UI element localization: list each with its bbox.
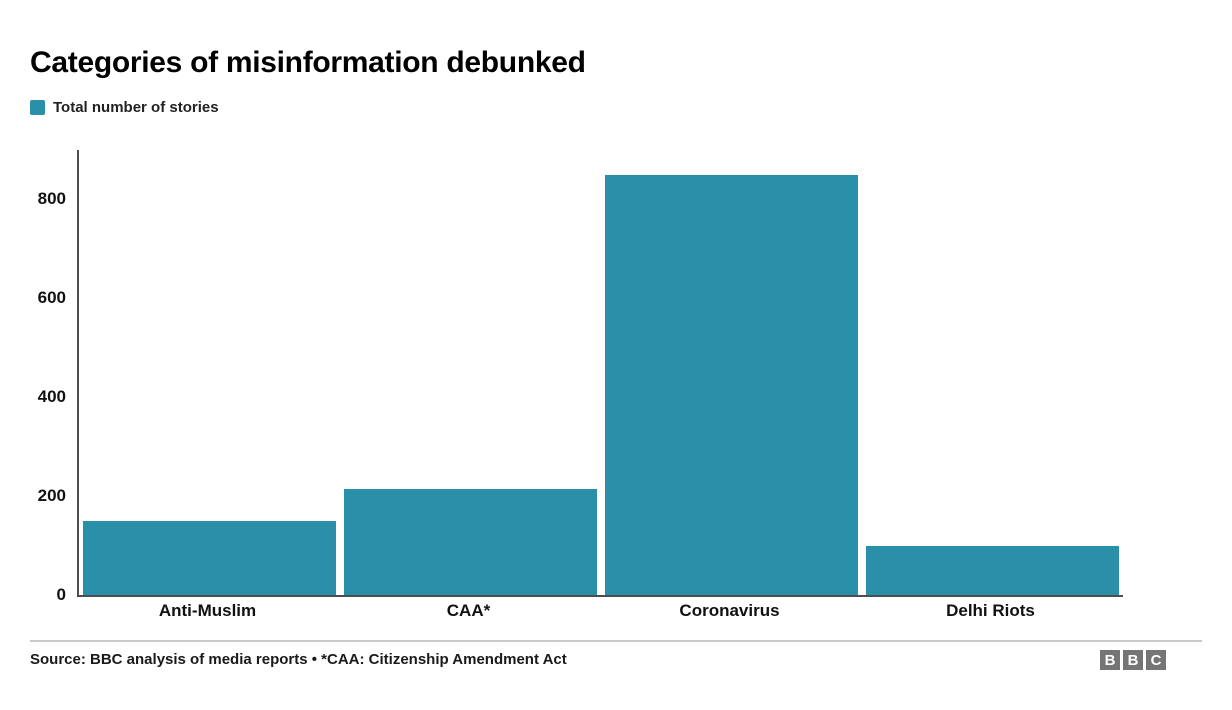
bar-coronavirus xyxy=(605,174,858,595)
y-tick-label: 600 xyxy=(37,288,66,308)
bar-caa xyxy=(344,488,597,595)
legend: Total number of stories xyxy=(30,99,219,116)
y-tick-label: 200 xyxy=(37,486,66,506)
x-category-label: CAA* xyxy=(446,601,491,620)
footer-divider xyxy=(30,640,1202,642)
x-axis-line xyxy=(77,595,1123,597)
y-axis-labels: 0 200 400 600 800 xyxy=(0,150,66,604)
bbc-logo-block: C xyxy=(1146,650,1166,670)
bar-anti-muslim xyxy=(83,520,336,595)
x-category-label: Delhi Riots xyxy=(946,601,1035,620)
bbc-logo-block: B xyxy=(1100,650,1120,670)
bar-delhi-riots xyxy=(866,545,1119,595)
x-category-label: Coronavirus xyxy=(679,601,780,620)
bbc-logo: B B C xyxy=(1100,650,1166,670)
y-tick-label: 800 xyxy=(37,189,66,209)
x-axis-labels: Anti-Muslim CAA* Coronavirus Delhi Riots xyxy=(77,601,1121,621)
y-tick-label: 0 xyxy=(56,585,66,604)
y-tick-label: 400 xyxy=(37,387,66,407)
chart-title: Categories of misinformation debunked xyxy=(30,46,586,79)
source-note: Source: BBC analysis of media reports • … xyxy=(30,651,567,668)
legend-label: Total number of stories xyxy=(53,99,219,116)
plot-area xyxy=(77,150,1121,595)
bbc-logo-block: B xyxy=(1123,650,1143,670)
x-category-label: Anti-Muslim xyxy=(158,601,257,620)
legend-swatch-icon xyxy=(30,100,45,115)
